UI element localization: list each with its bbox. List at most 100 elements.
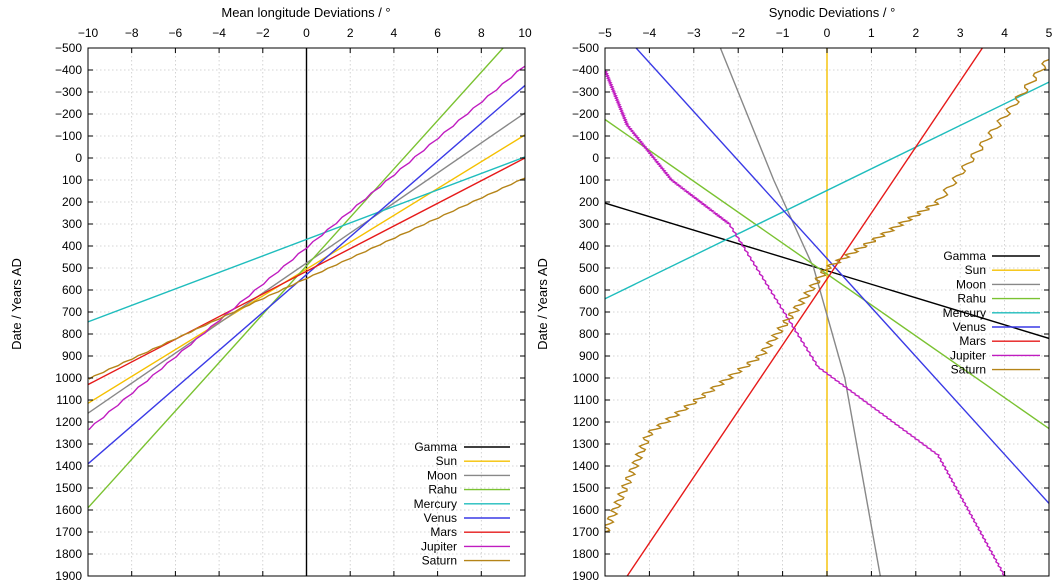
series-line-mercury [605, 81, 1049, 300]
y-tick-label: 1500 [55, 481, 82, 495]
x-tick-label: 3 [957, 26, 964, 40]
y-tick-label: 800 [579, 327, 599, 341]
series-line-venus [635, 48, 1049, 504]
series-line-saturn [605, 58, 1049, 533]
x-tick-label: −10 [78, 26, 99, 40]
y-tick-label: 1600 [55, 503, 82, 517]
y-tick-label: 1700 [55, 525, 82, 539]
y-tick-label: −400 [572, 63, 599, 77]
legend-label: Moon [427, 468, 457, 482]
y-tick-label: 1300 [572, 437, 599, 451]
series-line-mercury [88, 156, 525, 323]
x-tick-label: −6 [169, 26, 183, 40]
y-tick-label: 500 [579, 261, 599, 275]
x-tick-label: 0 [824, 26, 831, 40]
chart-title: Synodic Deviations / ° [769, 5, 896, 20]
series-line-jupiter [605, 69, 1006, 576]
y-tick-label: 1800 [55, 547, 82, 561]
legend-label: Mercury [414, 497, 457, 511]
y-tick-label: −300 [572, 85, 599, 99]
legend: GammaSunMoonRahuMercuryVenusMarsJupiterS… [943, 249, 1040, 377]
chart-synodic: Synodic Deviations / ° Date / Years AD −… [535, 5, 1053, 583]
x-tick-label: 2 [347, 26, 354, 40]
x-tick-label: 4 [1001, 26, 1008, 40]
y-tick-label: 200 [579, 195, 599, 209]
series-line-rahu [605, 118, 1049, 430]
legend-label: Jupiter [421, 539, 457, 553]
x-tick-label: −5 [598, 26, 612, 40]
y-tick-label: 1000 [572, 371, 599, 385]
legend-label: Jupiter [950, 348, 986, 362]
series-line-moon [88, 112, 525, 414]
y-tick-label: −200 [572, 107, 599, 121]
x-tick-label: 6 [434, 26, 441, 40]
legend-label: Mars [430, 525, 457, 539]
legend-label: Gamma [943, 249, 986, 263]
y-tick-label: 0 [592, 151, 599, 165]
y-tick-label: 1600 [572, 503, 599, 517]
legend: GammaSunMoonRahuMercuryVenusMarsJupiterS… [414, 440, 510, 568]
series-line-saturn [88, 177, 525, 380]
series-line-mars [88, 157, 525, 386]
series-group [88, 48, 525, 576]
y-tick-label: −500 [55, 41, 82, 55]
x-tick-label: 1 [868, 26, 875, 40]
legend-label: Saturn [422, 554, 457, 568]
y-tick-label: 1100 [573, 393, 599, 407]
x-tick-label: −1 [776, 26, 790, 40]
y-axis-label: Date / Years AD [535, 258, 550, 350]
y-tick-label: 1000 [55, 371, 82, 385]
legend-label: Mars [959, 334, 986, 348]
y-tick-label: 800 [62, 327, 82, 341]
legend-label: Moon [956, 277, 986, 291]
y-tick-label: 400 [62, 239, 82, 253]
y-tick-label: −200 [55, 107, 82, 121]
y-tick-label: 1300 [55, 437, 82, 451]
y-tick-label: 900 [62, 349, 82, 363]
y-tick-label: 1900 [55, 569, 82, 583]
y-tick-label: 1400 [572, 459, 599, 473]
series-line-jupiter [88, 65, 525, 431]
y-tick-label: 1800 [572, 547, 599, 561]
series-group [605, 48, 1049, 576]
x-tick-label: 4 [391, 26, 398, 40]
y-tick-label: 900 [579, 349, 599, 363]
y-tick-label: 0 [75, 151, 82, 165]
chart-mean-longitude: Mean longitude Deviations / ° Date / Yea… [9, 5, 532, 583]
y-tick-label: 700 [579, 305, 599, 319]
y-tick-label: 1400 [55, 459, 82, 473]
y-tick-label: 1100 [56, 393, 82, 407]
y-tick-label: 1500 [572, 481, 599, 495]
y-tick-label: 300 [579, 217, 599, 231]
x-tick-label: −2 [256, 26, 270, 40]
y-tick-label: 1900 [572, 569, 599, 583]
y-tick-label: 1200 [55, 415, 82, 429]
y-axis-label: Date / Years AD [9, 258, 24, 350]
legend-label: Mercury [943, 306, 986, 320]
x-tick-label: 5 [1046, 26, 1053, 40]
y-tick-label: 1700 [572, 525, 599, 539]
y-tick-label: 200 [62, 195, 82, 209]
y-tick-label: 300 [62, 217, 82, 231]
x-tick-label: 2 [912, 26, 919, 40]
x-tick-label: 0 [303, 26, 310, 40]
series-line-sun [88, 134, 525, 404]
y-tick-label: 500 [62, 261, 82, 275]
legend-label: Saturn [951, 363, 986, 377]
x-tick-label: 10 [518, 26, 532, 40]
series-line-rahu [88, 48, 504, 509]
y-tick-label: −100 [572, 129, 599, 143]
x-tick-label: −3 [687, 26, 701, 40]
x-tick-label: −4 [643, 26, 657, 40]
y-tick-label: −400 [55, 63, 82, 77]
y-tick-label: 100 [579, 173, 599, 187]
series-line-moon [719, 48, 881, 576]
y-tick-label: −300 [55, 85, 82, 99]
x-tick-label: −8 [125, 26, 139, 40]
legend-label: Gamma [414, 440, 457, 454]
legend-label: Sun [436, 454, 457, 468]
legend-label: Rahu [428, 483, 457, 497]
y-tick-label: 600 [579, 283, 599, 297]
y-tick-label: 100 [62, 173, 82, 187]
y-tick-label: 1200 [572, 415, 599, 429]
